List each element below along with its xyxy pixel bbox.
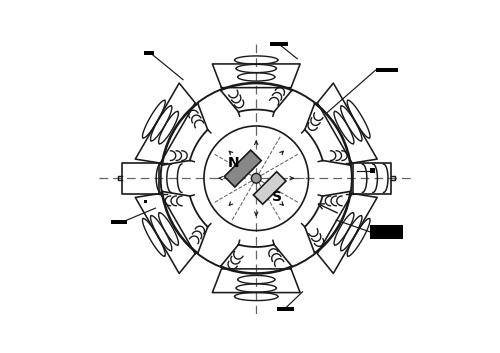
- Bar: [270, 317, 272, 320]
- Bar: [277, 307, 293, 311]
- Polygon shape: [254, 172, 286, 204]
- Bar: [376, 68, 398, 72]
- Bar: [144, 51, 154, 55]
- Bar: [270, 42, 287, 46]
- Polygon shape: [224, 150, 262, 187]
- Text: N: N: [228, 156, 239, 169]
- Bar: [370, 168, 374, 173]
- Text: S: S: [272, 190, 282, 204]
- Bar: [144, 200, 147, 203]
- Bar: [370, 225, 404, 239]
- Circle shape: [252, 173, 261, 183]
- Bar: [110, 220, 127, 224]
